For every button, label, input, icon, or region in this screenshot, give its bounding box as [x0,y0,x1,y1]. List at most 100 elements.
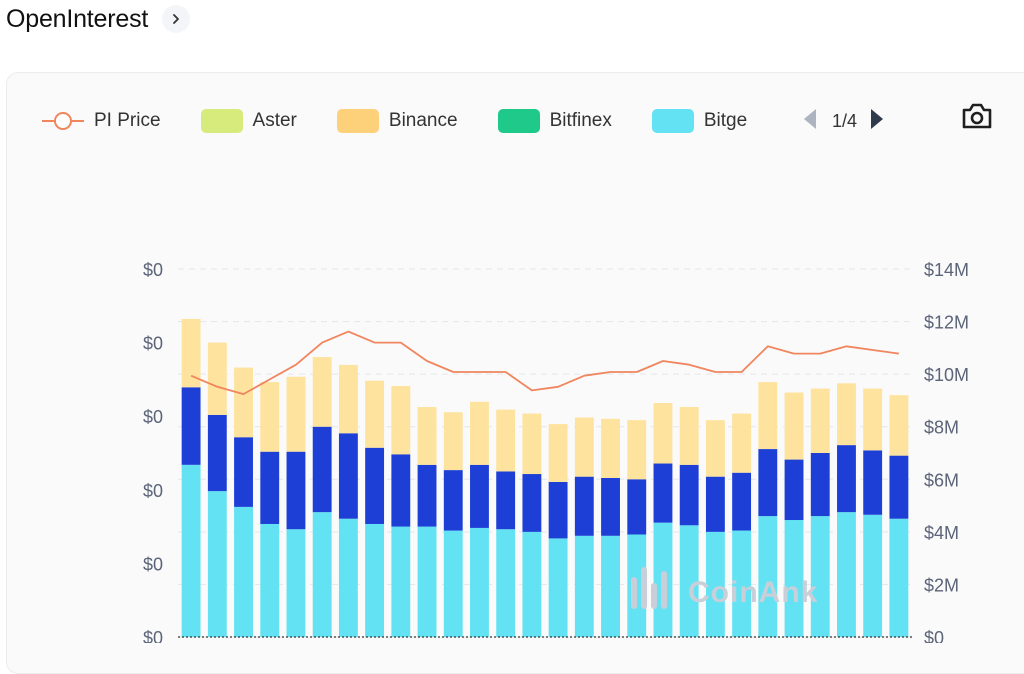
legend-item-aster[interactable]: Aster [200,109,297,133]
bar-segment [627,420,647,480]
bar-segment [889,518,909,637]
page-header: OpenInterest [6,2,191,36]
bar-segment [705,420,725,477]
chart-legend: PI Price Aster Binance Bitfinex Bitge [42,106,787,136]
watermark-text: CoinAnk [688,576,818,609]
right-axis-tick-label: $6M [924,470,959,490]
pager-prev-icon[interactable] [802,107,818,136]
right-axis-tick-label: $0 [924,628,944,643]
bar-segment [679,464,699,526]
bar-segment [705,476,725,532]
bar-segment [732,413,752,473]
left-axis-tick-label: $0 [143,407,163,427]
bar-segment [574,535,594,637]
right-axis-tick-label: $10M [924,365,969,385]
bar-segment [443,530,463,637]
bar-segment [234,437,253,507]
bar-segment [207,414,227,492]
bar-segment [417,407,437,465]
bar-segment [260,451,280,524]
bar-segment [470,401,489,465]
bar-segment [522,413,542,475]
bar-segment [601,535,620,637]
bar-segment [548,481,568,539]
bar-segment [889,455,909,519]
legend-swatch [336,109,379,133]
bar-segment [234,506,253,637]
legend-item-bitfinex[interactable]: Bitfinex [497,109,612,133]
legend-line-swatch [42,109,84,133]
bar-segment [391,454,411,527]
right-axis-tick-label: $8M [924,418,959,438]
bar-segment [234,367,253,438]
bar-segment [601,477,620,536]
bar-segment [286,376,306,452]
bar-segment [365,380,385,448]
bar-segment [810,453,830,517]
camera-icon[interactable] [960,101,994,131]
bar-segment [260,523,280,637]
bar-segment [863,514,883,637]
legend-label: Bitfinex [549,110,612,131]
bar-segment [732,530,752,637]
legend-swatch [497,109,540,133]
bar-segment [758,449,778,517]
bar-segment [312,357,332,427]
left-axis-tick-label: $0 [143,481,163,501]
left-axis-tick-label: $0 [143,628,163,643]
legend-label: PI Price [94,110,161,131]
bar-segment [758,516,778,637]
bar-segment [470,527,489,637]
bar-segment [338,518,358,637]
bar-segment [207,342,227,415]
legend-marker [54,112,72,130]
bar-segment [679,525,699,637]
bar-segment [837,383,856,446]
chevron-right-icon[interactable] [162,5,191,33]
legend-label: Binance [388,110,458,131]
bar-segment [365,523,385,637]
legend-label: Aster [252,110,297,131]
legend-swatch [200,109,243,133]
bar-segment [574,476,594,536]
pager-text: 1/4 [832,110,858,131]
bar-segment [889,395,909,456]
bar-segment [365,447,385,524]
bar-segment [496,471,516,530]
left-axis-tick-label: $0 [143,554,163,574]
bar-segment [810,516,830,637]
bar-segment [286,451,306,530]
bar-segment [181,318,201,388]
bar-segment [338,364,358,434]
left-axis-tick-label: $0 [143,260,163,280]
bar-segment [810,388,830,453]
bar-segment [653,403,673,464]
bar-segment [391,526,411,637]
bar-segment [496,409,516,472]
chart-svg: $0 $2M $4M $6M $8M $10M $12M $14M $0 $0 $0 $0 $0 $0 Co… [143,260,969,643]
bar-segment [443,412,463,471]
left-axis-tick-label: $0 [143,334,163,354]
bar-segment [863,388,883,451]
bar-segment [496,529,516,637]
bar-segment [679,407,699,465]
legend-swatch [651,109,694,133]
legend-item-bitget[interactable]: Bitge [651,109,747,133]
bar-segment [784,392,804,460]
bar-segment [417,526,437,637]
watermark-logo-icon [631,567,667,609]
bar-segment [207,491,227,637]
bar-segment [784,520,804,637]
legend-item-pi-price[interactable]: PI Price [42,109,161,133]
right-axis-tick-label: $14M [924,260,969,280]
bar-segment [391,385,411,455]
bar-segment [705,531,725,637]
legend-pager: 1/4 [802,106,885,136]
legend-item-binance[interactable]: Binance [336,109,458,133]
pager-next-icon[interactable] [869,107,885,136]
price-line [190,330,900,396]
bar-segment [443,470,463,531]
bar-segment [312,512,332,637]
bar-segment [627,479,647,535]
bar-segment [548,538,568,637]
